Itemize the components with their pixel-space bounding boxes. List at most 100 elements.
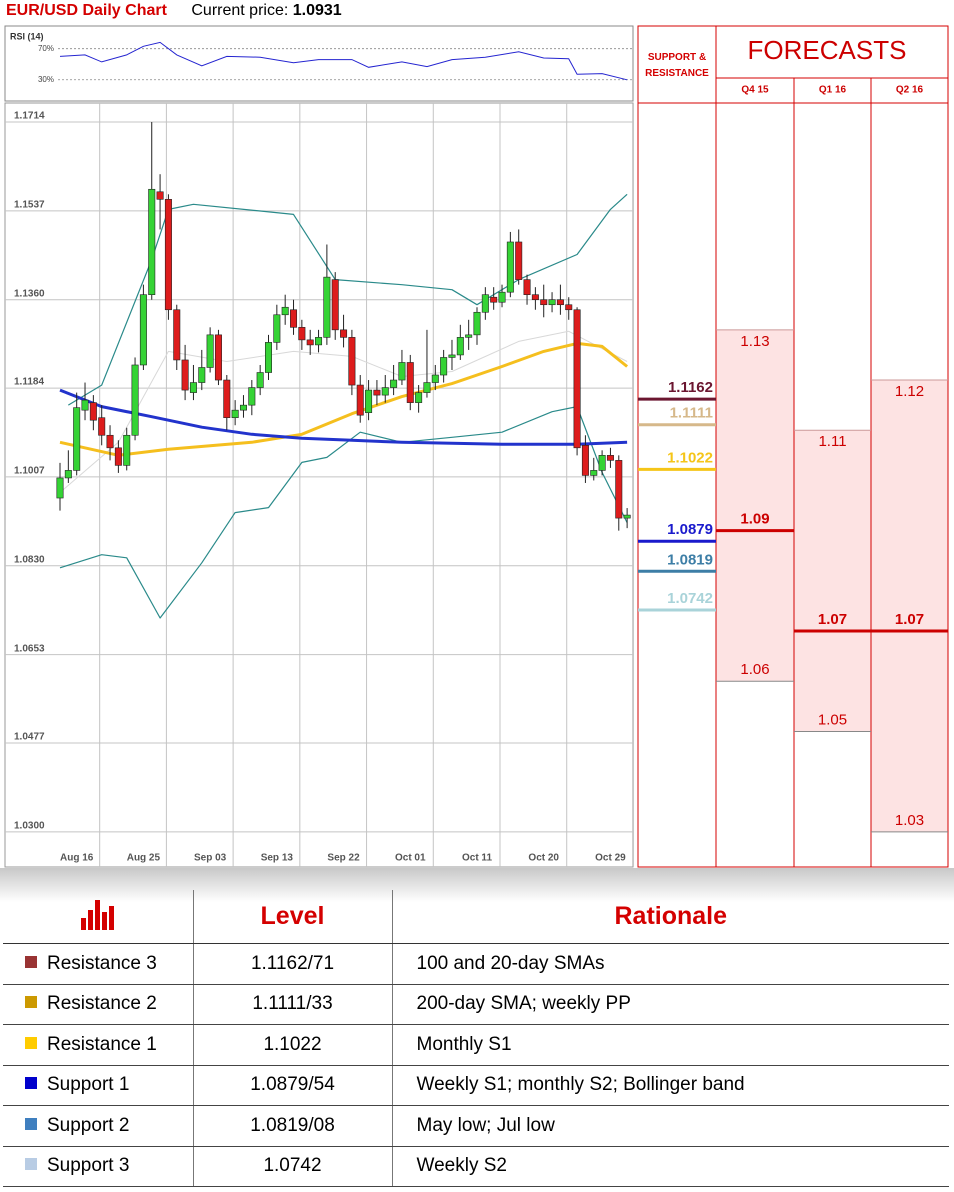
candle-body: [248, 387, 256, 406]
candle-body: [156, 191, 164, 200]
row-name: Resistance 2: [47, 993, 157, 1015]
candle-body: [423, 382, 431, 393]
y-tick-label: 1.0653: [14, 643, 45, 654]
candle-body: [415, 392, 423, 403]
candle-body: [515, 241, 523, 280]
candle-body: [356, 384, 364, 416]
candle-body: [448, 354, 456, 358]
candle-body: [256, 372, 264, 388]
y-tick-label: 1.0300: [14, 820, 45, 831]
row-name: Support 1: [47, 1074, 130, 1096]
candle-body: [56, 477, 64, 499]
candle-body: [323, 276, 331, 338]
title: EUR/USD Daily Chart: [6, 2, 167, 19]
candle-body: [540, 299, 548, 306]
forecast-median-label: 1.09: [740, 511, 769, 528]
candle-body: [173, 309, 181, 361]
candle-body: [565, 304, 573, 311]
candle-body: [73, 407, 81, 471]
x-tick-label: Sep 13: [261, 853, 294, 864]
forecast-high-label: 1.12: [895, 383, 924, 400]
candle-body: [598, 455, 606, 471]
candle-body: [590, 470, 598, 476]
candle-body: [81, 399, 89, 411]
rsi-tick-label: 70%: [38, 44, 54, 53]
candle-body: [315, 337, 323, 346]
candle-body: [164, 199, 172, 311]
x-tick-label: Oct 20: [528, 853, 559, 864]
y-tick-label: 1.0477: [14, 732, 45, 743]
header-rationale: Rationale: [391, 890, 949, 944]
y-tick-label: 1.1007: [14, 466, 45, 477]
candle-body: [131, 364, 139, 436]
candle-body: [264, 342, 272, 373]
row-name-cell: Support 1: [3, 1065, 193, 1106]
candle-body: [431, 374, 439, 383]
candle-body: [273, 314, 281, 343]
level-label: 1.0879: [667, 521, 713, 538]
header-level: Level: [192, 890, 392, 944]
candle-body: [64, 470, 72, 479]
forecast-high-label: 1.13: [740, 333, 769, 350]
forecast-low-label: 1.03: [895, 812, 924, 829]
candle-body: [615, 460, 623, 519]
y-tick-label: 1.1714: [14, 111, 45, 122]
candle-body: [381, 387, 389, 396]
candle-body: [123, 434, 131, 466]
candle-body: [506, 241, 514, 293]
levels-title: SUPPORT & RESISTANCE: [645, 52, 709, 79]
row-name: Support 2: [47, 1114, 130, 1136]
candle-body: [223, 379, 231, 418]
forecast-median-label: 1.07: [818, 611, 847, 628]
levels-table: Level Rationale Resistance 3 1.1162/71 100…: [3, 890, 949, 1187]
row-name-cell: Support 3: [3, 1146, 193, 1187]
row-name-cell: Resistance 2: [3, 984, 193, 1025]
candle-body: [139, 294, 147, 366]
candle-body: [106, 434, 114, 449]
candle-body: [340, 329, 348, 338]
candle-body: [531, 294, 539, 301]
candle-body: [481, 294, 489, 313]
y-tick-label: 1.1360: [14, 288, 45, 299]
forecast-quarter: Q4 15: [741, 85, 769, 96]
candle-body: [281, 306, 289, 316]
row-rationale: May low; Jul low: [391, 1105, 949, 1147]
price: 1.0931: [292, 2, 342, 19]
level-label: 1.0742: [667, 590, 713, 607]
candle-body: [390, 379, 398, 388]
chart-layer: RSI (14) 70% 30% 1.1714 1.1537 1.1360 1.1184 1.…: [5, 31, 948, 867]
candle-body: [98, 417, 106, 436]
candle-body: [406, 362, 414, 403]
rsi-title: RSI (14): [10, 31, 44, 41]
x-tick-label: Aug 25: [127, 853, 161, 864]
candle-body: [306, 339, 314, 346]
candle-body: [606, 455, 614, 461]
forecast-quarter: Q2 16: [896, 85, 924, 96]
forecast-high-label: 1.11: [818, 433, 846, 450]
panel-grid: [637, 25, 949, 868]
row-name-cell: Support 2: [3, 1105, 193, 1147]
y-tick-label: 1.1184: [14, 377, 44, 388]
candle-body: [365, 389, 373, 413]
table-row: Resistance 3 1.1162/71 100 and 20-day SMAs: [3, 943, 949, 985]
level-label: 1.0819: [667, 551, 713, 568]
forecast-title: FORECASTS: [748, 35, 907, 65]
candle-body: [148, 188, 156, 295]
indicator-line: [59, 406, 628, 619]
table-row: Resistance 2 1.1111/33 200-day SMA; weekly…: [3, 984, 949, 1025]
row-name-cell: Resistance 1: [3, 1024, 193, 1066]
table-row: Support 1 1.0879/54 Weekly S1; monthly S2;…: [3, 1065, 949, 1106]
row-rationale: 100 and 20-day SMAs: [391, 943, 949, 985]
row-level: 1.0819/08: [192, 1105, 392, 1147]
candle-body: [373, 389, 381, 396]
row-level: 1.1162/71: [192, 943, 392, 985]
forecast-range: [716, 329, 794, 682]
price-label: Current price:: [191, 2, 289, 19]
x-tick-label: Oct 11: [462, 853, 492, 864]
candle-body: [181, 359, 189, 391]
forecast-median-label: 1.07: [895, 611, 924, 628]
row-swatch: [25, 996, 37, 1009]
candle-body: [189, 382, 197, 393]
candle-body: [198, 367, 206, 383]
